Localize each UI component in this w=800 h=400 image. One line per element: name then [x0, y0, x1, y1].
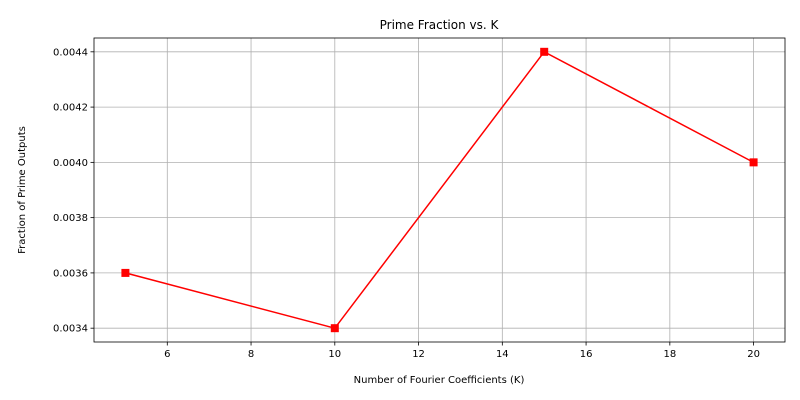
x-tick-label: 20 — [747, 349, 760, 360]
x-tick-label: 6 — [164, 349, 170, 360]
plot-frame — [93, 37, 786, 343]
grid — [94, 38, 785, 342]
x-tick-label: 16 — [580, 349, 593, 360]
data-point-marker — [540, 47, 549, 56]
series-line — [125, 50, 754, 330]
x-tick-label: 14 — [496, 349, 509, 360]
data-point-marker — [749, 158, 758, 167]
data-point-marker — [330, 324, 339, 333]
x-tick-label: 12 — [412, 349, 425, 360]
x-tick-label: 10 — [328, 349, 341, 360]
data-point-marker — [121, 268, 130, 277]
x-axis-label: Number of Fourier Coefficients (K) — [354, 375, 525, 386]
x-axis-ticks: 6 8 10 12 14 16 18 20 — [164, 342, 760, 360]
y-tick-label: 0.0034 — [53, 324, 88, 335]
y-axis-ticks: 0.0034 0.0036 0.0038 0.0040 0.0042 0.0044 — [53, 47, 94, 335]
y-tick-label: 0.0038 — [53, 213, 88, 224]
y-tick-label: 0.0036 — [53, 268, 88, 279]
y-tick-label: 0.0042 — [53, 103, 88, 114]
x-tick-label: 18 — [663, 349, 676, 360]
y-tick-label: 0.0044 — [53, 47, 88, 58]
y-axis-label: Fraction of Prime Outputs — [17, 126, 28, 254]
x-tick-label: 8 — [248, 349, 254, 360]
chart-title: Prime Fraction vs. K — [380, 18, 500, 32]
y-tick-label: 0.0040 — [53, 158, 88, 169]
series-layer — [121, 47, 758, 333]
